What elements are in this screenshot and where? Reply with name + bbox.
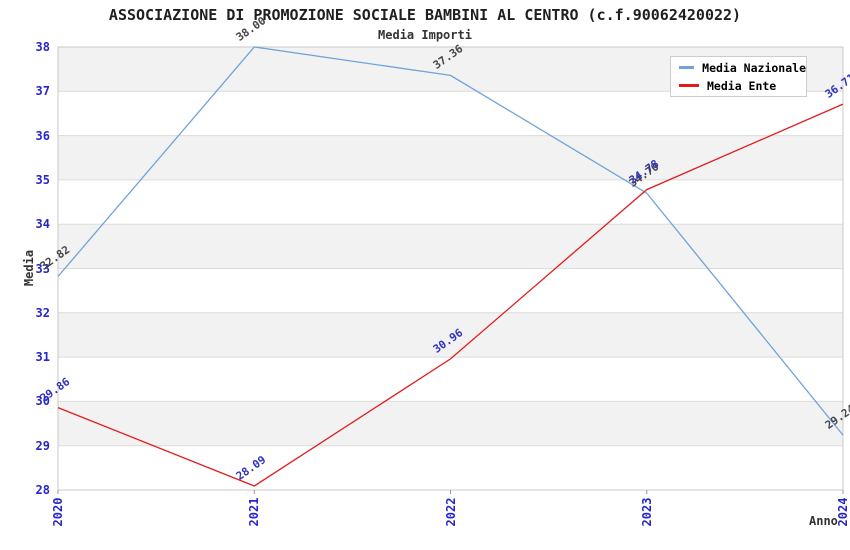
legend-label-media-nazionale: Media Nazionale (702, 60, 806, 75)
x-tick-label-2024: 2024 (836, 497, 850, 527)
y-tick-label-34: 34 (35, 217, 50, 232)
y-tick-label-32: 32 (35, 305, 50, 320)
y-tick-label-28: 28 (35, 483, 50, 497)
grid-band (58, 224, 843, 269)
legend-item-media-ente: Media Ente (679, 79, 806, 93)
chart-title: ASSOCIAZIONE DI PROMOZIONE SOCIALE BAMBI… (108, 6, 742, 24)
legend-item-media-nazionale: Media Nazionale (679, 61, 806, 75)
x-tick-label-2021: 2021 (247, 497, 262, 527)
y-tick-label-36: 36 (35, 128, 50, 143)
y-tick-label-37: 37 (35, 84, 50, 99)
y-tick-label-38: 38 (35, 40, 50, 54)
x-tick-label-2020: 2020 (51, 497, 65, 527)
y-tick-label-35: 35 (35, 172, 50, 187)
y-tick-label-30: 30 (35, 394, 50, 409)
y-tick-label-31: 31 (35, 350, 50, 365)
grid-band (58, 312, 843, 358)
y-tick-label-33: 33 (35, 261, 50, 276)
chart-subtitle: Media Importi (378, 28, 472, 42)
media-nazionale-line (57, 46, 844, 436)
x-tick-label-2022: 2022 (443, 497, 458, 527)
media-ente-line (57, 103, 844, 487)
grid-band (58, 135, 843, 180)
x-tick-label-2023: 2023 (639, 497, 654, 527)
legend: Media Nazionale Media Ente (670, 56, 807, 97)
grid-band (58, 401, 843, 446)
x-axis-title: Anno (809, 514, 838, 528)
media-nazionale-line-swatch-icon (679, 66, 695, 69)
media-ente-line-swatch-icon (679, 84, 699, 87)
legend-label-media-ente: Media Ente (707, 78, 777, 93)
y-tick-label-29: 29 (35, 438, 50, 453)
